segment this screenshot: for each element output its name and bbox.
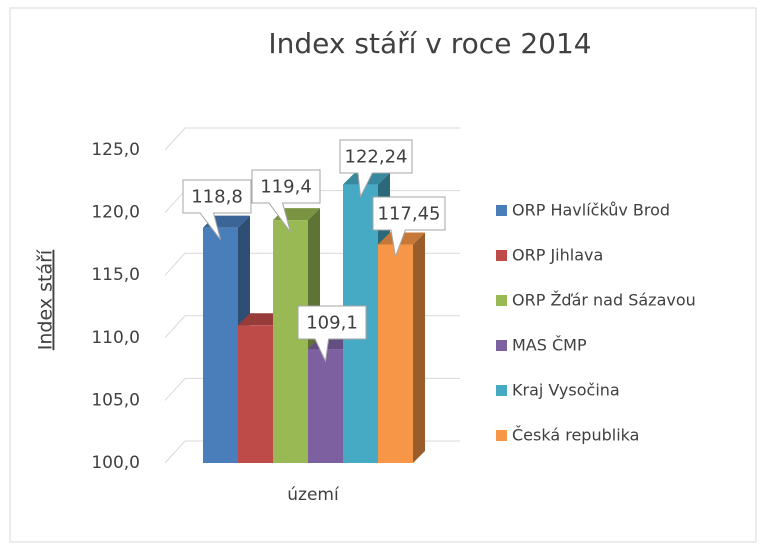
data-label-box bbox=[339, 139, 413, 199]
y-tick-label: 110,0 bbox=[91, 328, 140, 348]
data-label: 117,45 bbox=[378, 204, 441, 225]
legend-swatch bbox=[496, 385, 507, 396]
data-label: 118,8 bbox=[191, 187, 243, 208]
data-label: 122,24 bbox=[345, 147, 408, 168]
legend-label: Česká republika bbox=[512, 426, 639, 445]
bar bbox=[203, 227, 238, 463]
legend-label: MAS ČMP bbox=[512, 336, 587, 355]
y-tick-label: 100,0 bbox=[91, 453, 140, 473]
bar bbox=[308, 349, 343, 463]
y-tick-label: 115,0 bbox=[91, 265, 140, 285]
bar bbox=[378, 244, 413, 463]
data-label-box bbox=[182, 179, 252, 240]
legend-swatch bbox=[496, 340, 507, 351]
legend-swatch bbox=[496, 295, 507, 306]
legend-label: ORP Havlíčkův Brod bbox=[512, 201, 670, 220]
grid-line bbox=[164, 127, 460, 151]
legend-swatch bbox=[496, 205, 507, 216]
x-tick-label: území bbox=[287, 485, 340, 505]
bar-side bbox=[413, 232, 425, 463]
chart-title: Index stáří v roce 2014 bbox=[268, 27, 591, 60]
bar bbox=[273, 220, 308, 463]
legend-swatch bbox=[496, 250, 507, 261]
bar bbox=[238, 325, 273, 463]
data-label: 109,1 bbox=[306, 313, 358, 334]
legend-label: Kraj Vysočina bbox=[512, 381, 620, 400]
y-tick-label: 120,0 bbox=[91, 203, 140, 223]
legend-label: ORP Jihlava bbox=[512, 246, 603, 265]
y-axis-title: Index stáří bbox=[35, 249, 57, 350]
data-label-box bbox=[372, 196, 446, 259]
legend-label: ORP Žďár nad Sázavou bbox=[512, 291, 696, 310]
legend-swatch bbox=[496, 430, 507, 441]
data-label: 119,4 bbox=[260, 177, 312, 198]
y-tick-label: 125,0 bbox=[91, 140, 140, 160]
data-label-box bbox=[251, 169, 321, 233]
y-tick-label: 105,0 bbox=[91, 390, 140, 410]
data-label-box bbox=[297, 305, 367, 363]
